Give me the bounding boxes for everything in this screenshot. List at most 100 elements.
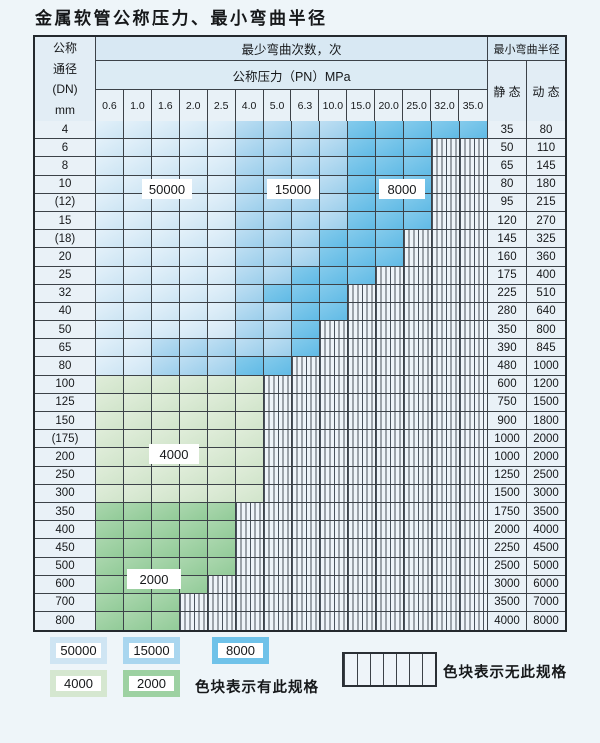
spec-cell	[180, 484, 208, 503]
spec-cell	[152, 139, 180, 158]
no-spec-cell	[432, 557, 460, 576]
no-spec-cell	[460, 302, 488, 322]
static-radius-cell: 3500	[488, 593, 527, 613]
no-spec-cell	[292, 357, 320, 376]
spec-cell	[236, 284, 264, 303]
spec-cell	[264, 302, 292, 322]
static-radius-cell: 1000	[488, 448, 527, 467]
spec-table: 公称 通径 (DN) mm 最少弯曲次数，次 公称压力（PN）MPa 0.6 1.…	[33, 35, 567, 633]
spec-cell	[236, 448, 264, 467]
spec-cell	[180, 466, 208, 485]
table-row: 150 900 1800	[35, 412, 565, 431]
spec-cell	[208, 412, 236, 431]
dynamic-radius-cell: 1200	[527, 375, 565, 394]
table-row: 400 2000 4000	[35, 521, 565, 540]
cycles-header-group: 最少弯曲次数，次 公称压力（PN）MPa 0.6 1.0 1.6 2.0 2.5 4.0 5…	[96, 37, 488, 121]
no-spec-cell	[376, 412, 404, 431]
spec-cell	[404, 121, 432, 140]
dn-cell: (12)	[35, 193, 96, 212]
dynamic-radius-cell: 215	[527, 193, 565, 212]
static-radius-cell: 2250	[488, 539, 527, 558]
legend-swatch-50000: 50000	[50, 637, 107, 664]
dynamic-radius-cell: 1500	[527, 393, 565, 412]
dynamic-header: 动 态	[527, 61, 565, 121]
no-spec-cell	[264, 593, 292, 613]
table-row: 125 750 1500	[35, 393, 565, 412]
no-spec-cell	[348, 484, 376, 503]
no-spec-cell	[460, 412, 488, 431]
no-spec-cell	[404, 321, 432, 340]
no-spec-cell	[432, 612, 460, 631]
radius-header-group: 最小弯曲半径 静 态 动 态	[488, 37, 565, 121]
dynamic-radius-cell: 110	[527, 139, 565, 158]
pressure-header-cell: 1.0	[124, 90, 152, 121]
no-spec-cell	[404, 302, 432, 322]
spec-cell	[236, 139, 264, 158]
pressure-header-cell: 10.0	[319, 90, 348, 121]
static-radius-cell: 4000	[488, 612, 527, 631]
dynamic-radius-cell: 845	[527, 339, 565, 358]
static-radius-cell: 95	[488, 193, 527, 212]
static-radius-cell: 175	[488, 266, 527, 285]
static-radius-cell: 35	[488, 121, 527, 140]
spec-cell	[180, 230, 208, 249]
page-title: 金属软管公称压力、最小弯曲半径	[35, 9, 328, 29]
no-spec-cell	[320, 339, 348, 358]
spec-cell	[96, 139, 124, 158]
dn-cell: 150	[35, 412, 96, 431]
no-spec-cell	[348, 502, 376, 522]
dynamic-radius-cell: 270	[527, 211, 565, 231]
no-spec-cell	[348, 412, 376, 431]
spec-cell	[96, 121, 124, 140]
no-spec-cell	[208, 593, 236, 613]
static-radius-cell: 160	[488, 248, 527, 267]
dynamic-radius-cell: 7000	[527, 593, 565, 613]
no-spec-cell	[376, 502, 404, 522]
no-spec-cell	[376, 302, 404, 322]
dynamic-radius-cell: 4500	[527, 539, 565, 558]
table-row: 300 1500 3000	[35, 484, 565, 503]
no-spec-cell	[264, 575, 292, 594]
spec-cell	[376, 121, 404, 140]
no-spec-cell	[348, 448, 376, 467]
spec-cell	[152, 357, 180, 376]
no-spec-cell	[348, 375, 376, 394]
no-spec-cell	[264, 484, 292, 503]
spec-cell	[180, 248, 208, 267]
dynamic-radius-cell: 180	[527, 175, 565, 194]
spec-cell	[180, 266, 208, 285]
spec-cell	[180, 321, 208, 340]
no-spec-cell	[348, 575, 376, 594]
spec-cell	[236, 266, 264, 285]
no-spec-cell	[264, 612, 292, 631]
dynamic-radius-cell: 1800	[527, 412, 565, 431]
spec-cell	[320, 284, 348, 303]
spec-cell	[208, 466, 236, 485]
no-spec-cell	[376, 593, 404, 613]
no-spec-cell	[460, 502, 488, 522]
spec-cell	[208, 284, 236, 303]
spec-cell	[96, 448, 124, 467]
spec-cell	[404, 211, 432, 231]
spec-cell	[152, 612, 180, 631]
spec-cell	[152, 284, 180, 303]
spec-cell	[264, 321, 292, 340]
table-row: 8 65 145	[35, 157, 565, 176]
dn-header-line: 通径	[52, 61, 77, 76]
spec-cell	[208, 502, 236, 522]
spec-cell	[152, 375, 180, 394]
table-row: 80 480 1000	[35, 357, 565, 376]
no-spec-cell	[264, 557, 292, 576]
spec-cell	[96, 393, 124, 412]
spec-cell	[376, 230, 404, 249]
spec-cell	[96, 430, 124, 449]
dn-cell: 20	[35, 248, 96, 267]
legend-no-spec-hatch-swatch	[342, 652, 437, 687]
dynamic-radius-cell: 6000	[527, 575, 565, 594]
spec-cell	[180, 139, 208, 158]
no-spec-cell	[460, 193, 488, 212]
spec-cell	[152, 121, 180, 140]
dn-cell: 125	[35, 393, 96, 412]
dn-cell: 450	[35, 539, 96, 558]
no-spec-cell	[404, 575, 432, 594]
